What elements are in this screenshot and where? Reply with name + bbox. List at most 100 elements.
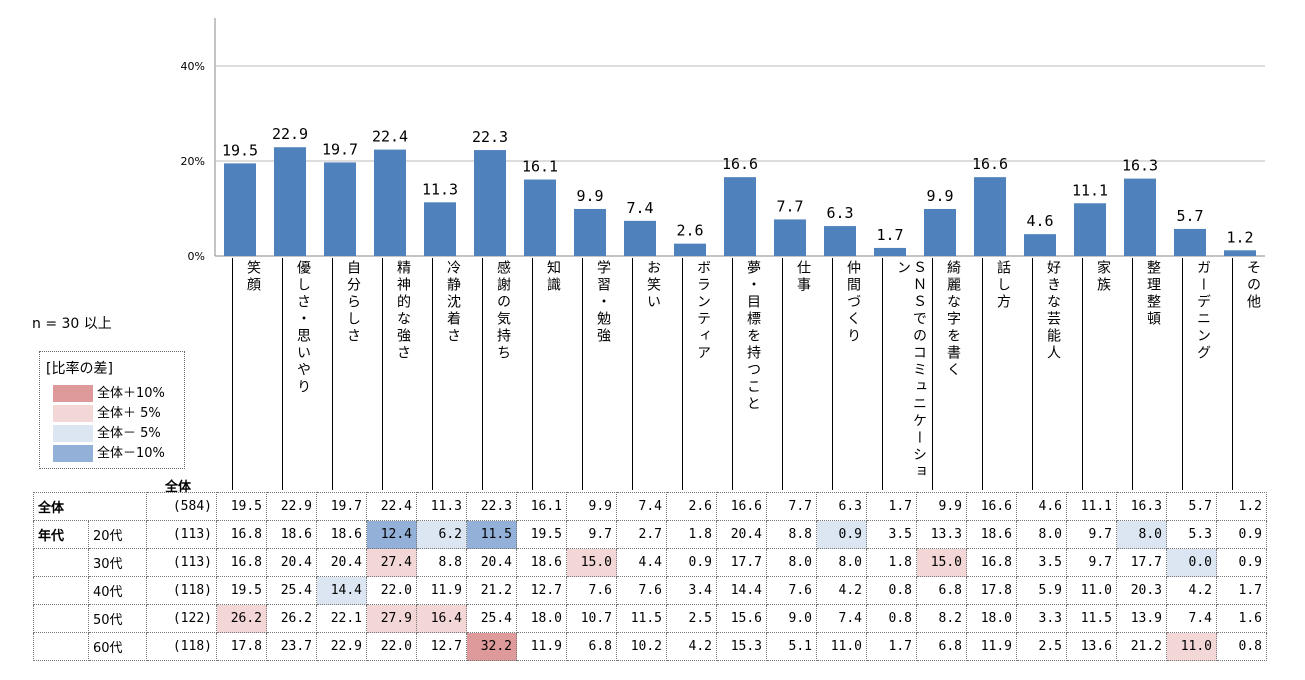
data-label: 11.1 <box>1072 181 1108 199</box>
table-cell: 1.6 <box>1216 604 1267 633</box>
table-cell: 17.7 <box>716 548 767 577</box>
table-cell: 22.1 <box>316 604 367 633</box>
table-cell: 20.4 <box>316 548 367 577</box>
y-tick-label: 20% <box>181 155 205 168</box>
table-cell: 9.7 <box>1066 520 1117 549</box>
table-cell: 1.2 <box>1216 492 1267 521</box>
category-label-text: 優しさ・思いやり <box>295 260 311 396</box>
bar <box>1024 234 1056 256</box>
bar <box>524 179 556 256</box>
table-cell: 19.5 <box>516 520 567 549</box>
table-cell: 0.8 <box>1216 632 1267 661</box>
table-cell: 26.2 <box>266 604 317 633</box>
table-cell: 22.3 <box>466 492 517 521</box>
table-cell: 11.3 <box>416 492 467 521</box>
table-cell: 1.8 <box>866 548 917 577</box>
table-cell: 17.7 <box>1116 548 1167 577</box>
bar <box>1124 178 1156 256</box>
category-label: 家族 <box>1082 258 1132 490</box>
table-cell: 0.9 <box>816 520 867 549</box>
category-label-text: 自分らしさ <box>345 260 361 345</box>
data-label: 9.9 <box>926 187 953 205</box>
legend-item-plus5: 全体＋ 5% <box>53 405 181 423</box>
table-cell: 16.8 <box>216 520 267 549</box>
table-cell: 7.4 <box>616 492 667 521</box>
category-label: 自分らしさ <box>332 258 382 490</box>
legend-label-plus5: 全体＋ 5% <box>97 406 161 421</box>
data-label: 1.2 <box>1226 228 1253 246</box>
category-label-text: 仕事 <box>795 260 811 294</box>
table-cell: 16.3 <box>1116 492 1167 521</box>
category-label: 好きな芸能人 <box>1032 258 1082 490</box>
legend-item-plus10: 全体＋10% <box>53 385 181 403</box>
table-cell: 20.4 <box>716 520 767 549</box>
category-label: 仕事 <box>782 258 832 490</box>
category-label: ＳＮＳでのコミュニケーション <box>882 258 932 490</box>
table-cell: 2.6 <box>666 492 717 521</box>
table-cell: 11.1 <box>1066 492 1117 521</box>
table-cell: 13.9 <box>1116 604 1167 633</box>
table-cell: 9.0 <box>766 604 817 633</box>
category-label-text: ＳＮＳでのコミュニケーション <box>895 260 927 481</box>
category-label: ボランティア <box>682 258 732 490</box>
category-label-text: 感謝の気持ち <box>495 260 511 362</box>
legend-item-minus5: 全体－ 5% <box>53 425 181 443</box>
table-cell: 27.4 <box>366 548 417 577</box>
table-cell: 17.8 <box>216 632 267 661</box>
sample-size-label: n = 30 以上 <box>32 316 112 332</box>
table-cell: 5.1 <box>766 632 817 661</box>
data-label: 11.3 <box>422 180 458 198</box>
row-group-label <box>33 632 89 661</box>
table-row: 60代 (118) 17.8 23.7 22.9 22.0 12.7 32.2 11.9 6.8 1… <box>33 632 1267 661</box>
category-label: 感謝の気持ち <box>482 258 532 490</box>
table-cell: 6.2 <box>416 520 467 549</box>
category-label-text: 整理整頓 <box>1145 260 1161 328</box>
table-cell: 19.7 <box>316 492 367 521</box>
table-cell: 8.0 <box>1116 520 1167 549</box>
data-label: 1.7 <box>876 226 903 244</box>
table-row: 全体 (584) 19.5 22.9 19.7 22.4 11.3 22.3 16.1 9.9 7.… <box>33 492 1267 521</box>
table-cell: 22.9 <box>266 492 317 521</box>
table-cell: 4.2 <box>666 632 717 661</box>
table-cell: 8.8 <box>766 520 817 549</box>
table-cell: 8.2 <box>916 604 967 633</box>
table-cell: 14.4 <box>316 576 367 605</box>
data-label: 9.9 <box>576 187 603 205</box>
table-cell: 3.5 <box>866 520 917 549</box>
table-cell: 18.0 <box>516 604 567 633</box>
category-label: 綺麗な字を書く <box>932 258 982 490</box>
table-cell: 10.7 <box>566 604 617 633</box>
table-cell: 8.0 <box>816 548 867 577</box>
y-tick-label: 0% <box>188 250 205 260</box>
legend-label-minus5: 全体－ 5% <box>97 426 161 441</box>
data-label: 22.3 <box>472 128 508 146</box>
table-cell: 6.8 <box>916 632 967 661</box>
bar <box>974 177 1006 256</box>
data-label: 7.4 <box>626 199 653 217</box>
legend-label-minus10: 全体－10% <box>97 446 165 461</box>
table-cell: 16.6 <box>716 492 767 521</box>
row-sub-label: 50代 <box>88 604 147 633</box>
table-cell: 16.8 <box>216 548 267 577</box>
category-label-text: 知識 <box>545 260 561 294</box>
table-cell: 7.4 <box>816 604 867 633</box>
table-cell: 18.6 <box>966 520 1017 549</box>
table-cell: 0.9 <box>1216 548 1267 577</box>
data-label: 22.9 <box>272 125 308 143</box>
bar <box>1224 250 1256 256</box>
row-group-label: 全体 <box>33 492 147 521</box>
legend-swatch-plus5 <box>53 405 93 422</box>
table-cell: 6.3 <box>816 492 867 521</box>
category-label-text: 好きな芸能人 <box>1045 260 1061 362</box>
row-group-label <box>33 576 89 605</box>
data-label: 5.7 <box>1176 207 1203 225</box>
table-cell: 26.2 <box>216 604 267 633</box>
row-sample-size: (584) <box>146 492 217 521</box>
row-sample-size: (118) <box>146 632 217 661</box>
table-cell: 16.6 <box>966 492 1017 521</box>
table-cell: 5.3 <box>1166 520 1217 549</box>
data-label: 16.3 <box>1122 157 1158 175</box>
category-label: 知識 <box>532 258 582 490</box>
table-cell: 11.0 <box>1066 576 1117 605</box>
bar <box>224 163 256 256</box>
